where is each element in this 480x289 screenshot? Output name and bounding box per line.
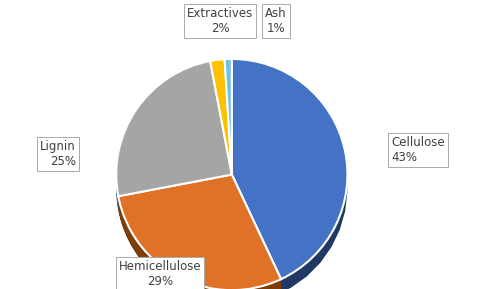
Text: Extractives
2%: Extractives 2% bbox=[187, 7, 253, 35]
Wedge shape bbox=[118, 175, 280, 289]
Polygon shape bbox=[116, 59, 347, 289]
Polygon shape bbox=[210, 59, 224, 75]
Text: Ash
1%: Ash 1% bbox=[264, 7, 286, 35]
Polygon shape bbox=[118, 196, 280, 289]
Polygon shape bbox=[116, 61, 210, 210]
Text: Lignin
25%: Lignin 25% bbox=[40, 140, 76, 168]
Wedge shape bbox=[116, 61, 231, 196]
Text: Cellulose
43%: Cellulose 43% bbox=[391, 136, 444, 164]
Text: Hemicellulose
29%: Hemicellulose 29% bbox=[119, 260, 201, 288]
Wedge shape bbox=[210, 59, 231, 175]
Wedge shape bbox=[231, 59, 347, 279]
Polygon shape bbox=[224, 59, 231, 73]
Wedge shape bbox=[224, 59, 231, 175]
